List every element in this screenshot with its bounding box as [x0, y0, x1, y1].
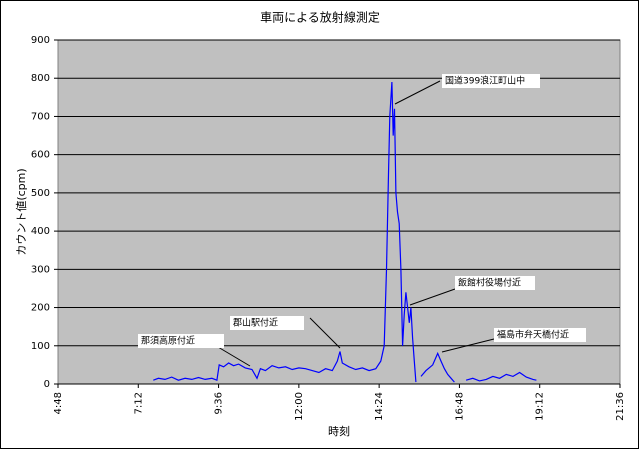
annotation-leader — [309, 317, 341, 349]
y-tick-label: 500 — [31, 188, 50, 199]
y-tick-label: 300 — [31, 264, 50, 275]
chart-title: 車両による放射線測定 — [260, 10, 380, 25]
annotation: 郡山駅付近 — [233, 317, 278, 329]
y-tick-label: 600 — [31, 150, 50, 161]
y-tick-label: 0 — [44, 379, 50, 390]
annotation-box — [442, 74, 540, 88]
series-line — [153, 81, 537, 383]
y-tick-label: 400 — [31, 226, 50, 237]
y-axis-label: カウント値(cpm) — [15, 168, 28, 255]
annotation-leader — [441, 338, 495, 353]
plot-area — [57, 39, 621, 385]
annotation: 国道399浪江町山中 — [445, 75, 525, 87]
y-tick-label: 200 — [31, 303, 50, 314]
annotation-leader — [217, 346, 251, 367]
annotation-box — [455, 276, 535, 290]
y-tick-label: 700 — [31, 111, 50, 122]
x-tick-label: 4:48 — [53, 392, 64, 414]
x-tick-label: 9:36 — [214, 392, 225, 414]
y-tick-label: 900 — [31, 35, 50, 46]
annotation: 飯館村役場付近 — [458, 277, 521, 289]
x-tick-label: 14:24 — [374, 392, 385, 421]
annotation: 那須高原付近 — [141, 335, 195, 347]
x-tick-label: 21:36 — [615, 392, 626, 421]
annotation: 福島市弁天橋付近 — [497, 329, 569, 341]
y-tick-label: 100 — [31, 341, 50, 352]
x-tick-label: 19:12 — [535, 392, 546, 421]
y-tick-label: 800 — [31, 73, 50, 84]
annotation-box — [138, 334, 224, 348]
annotation-box — [494, 328, 586, 342]
annotation-leader — [409, 288, 456, 306]
x-tick-label: 7:12 — [133, 392, 144, 414]
annotation-box — [230, 316, 304, 330]
x-tick-label: 12:00 — [294, 392, 305, 421]
x-tick-label: 16:48 — [454, 392, 465, 421]
x-axis-label: 時刻 — [328, 424, 350, 438]
annotation-leader — [394, 80, 441, 105]
